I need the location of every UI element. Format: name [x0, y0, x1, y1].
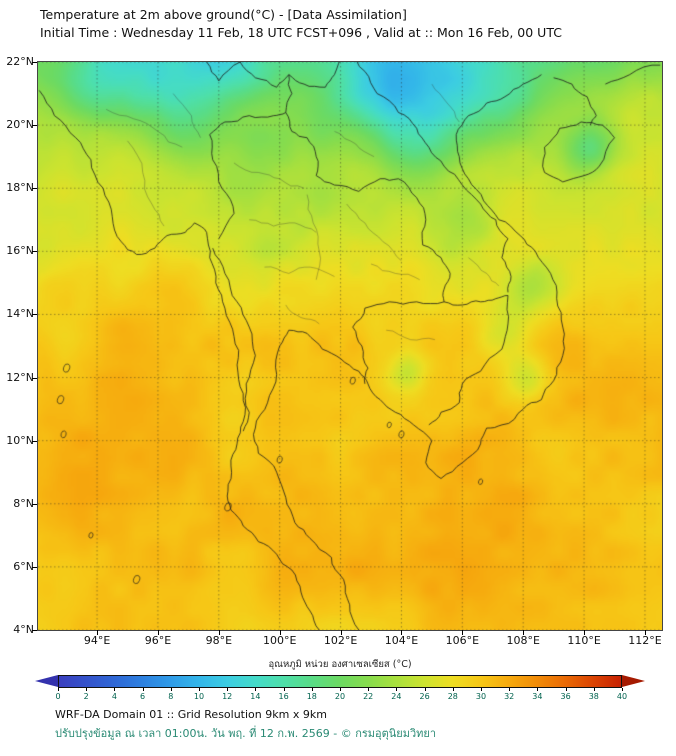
colorbar-right-arrow: [622, 675, 645, 687]
lat-axis-label: 4°N: [13, 623, 34, 636]
colorbar-tick-mark: [565, 688, 567, 691]
colorbar-tick-mark: [622, 688, 623, 691]
temperature-map-canvas: [38, 62, 662, 630]
colorbar-tick-mark: [340, 688, 341, 691]
lon-axis-label: 108°E: [506, 634, 540, 647]
colorbar-tick-mark: [227, 688, 229, 691]
lon-axis-label: 96°E: [144, 634, 172, 647]
colorbar-tick-label: 6: [140, 692, 146, 701]
colorbar-tick-mark: [424, 688, 426, 691]
colorbar-tick-label: 22: [363, 692, 374, 701]
lat-axis-label: 8°N: [13, 496, 34, 510]
lat-axis-label: 10°N: [6, 433, 34, 447]
colorbar-tick-mark: [509, 688, 511, 691]
colorbar-tick-mark: [86, 688, 88, 691]
colorbar-tick-label: 40: [616, 692, 628, 701]
colorbar-tick-label: 10: [193, 692, 205, 701]
colorbar-tick-label: 36: [560, 692, 571, 701]
colorbar-label: อุณหภูมิ หน่วย องศาเซลเซียส (°C): [268, 659, 412, 670]
colorbar-tick-mark: [396, 688, 398, 691]
colorbar-tick-label: 34: [532, 692, 543, 701]
map-frame: [37, 61, 663, 631]
colorbar-tick-mark: [537, 688, 539, 691]
colorbar-tick-mark: [283, 688, 285, 691]
footer-update-info: ปรับปรุงข้อมูล ณ เวลา 01:00น. วัน พฤ. ที…: [55, 727, 437, 740]
colorbar-tick-mark: [199, 688, 200, 691]
colorbar-tick-label: 4: [111, 692, 117, 701]
colorbar-tick-label: 20: [334, 692, 346, 701]
lon-axis-label: 110°E: [567, 634, 601, 647]
colorbar-tick-label: 28: [447, 692, 458, 701]
lon-axis-label: 94°E: [83, 634, 111, 647]
lon-axis-label: 100°E: [262, 634, 297, 647]
colorbar-tick-mark: [58, 688, 59, 691]
lat-axis-label: 6°N: [13, 559, 34, 573]
lon-axis-label: 102°E: [323, 634, 358, 647]
lat-axis-label: 20°N: [6, 118, 34, 132]
lat-axis-label: 18°N: [6, 181, 34, 195]
lat-axis-label: 16°N: [6, 244, 34, 258]
colorbar-tick-label: 32: [504, 692, 515, 701]
colorbar-tick-label: 26: [419, 692, 430, 701]
colorbar-tick-label: 14: [250, 692, 261, 701]
colorbar-tick-mark: [255, 688, 257, 691]
colorbar-tick-label: 12: [222, 692, 233, 701]
lon-axis-label: 112°E: [628, 634, 662, 647]
page-subtitle: Initial Time : Wednesday 11 Feb, 18 UTC …: [40, 25, 562, 40]
colorbar-tick-label: 8: [168, 692, 174, 701]
colorbar-tick-label: 30: [475, 692, 487, 701]
colorbar-tick-mark: [142, 688, 144, 691]
colorbar-tick-label: 38: [588, 692, 599, 701]
colorbar-tick-label: 18: [306, 692, 317, 701]
colorbar-tick-mark: [368, 688, 370, 691]
colorbar-tick-mark: [311, 688, 313, 691]
colorbar-left-arrow: [35, 675, 58, 687]
colorbar-tick-label: 0: [55, 692, 61, 701]
colorbar-tick-mark: [593, 688, 595, 691]
lon-axis-label: 104°E: [384, 634, 419, 647]
colorbar-tick-mark: [481, 688, 482, 691]
colorbar-tick-label: 24: [391, 692, 402, 701]
colorbar-tick-mark: [452, 688, 454, 691]
colorbar-tick-label: 16: [278, 692, 289, 701]
lat-axis-label: 12°N: [6, 370, 34, 384]
footer-model-info: WRF-DA Domain 01 :: Grid Resolution 9km …: [55, 708, 327, 721]
lat-axis-label: 22°N: [6, 55, 34, 68]
lon-axis-label: 106°E: [445, 634, 480, 647]
page-title: Temperature at 2m above ground(°C) - [Da…: [40, 7, 407, 22]
colorbar: [58, 675, 622, 688]
colorbar-tick-mark: [170, 688, 172, 691]
colorbar-tick-label: 2: [83, 692, 89, 701]
colorbar-tick-mark: [114, 688, 116, 691]
lat-axis-label: 14°N: [6, 307, 34, 321]
lon-axis-label: 98°E: [205, 634, 233, 647]
